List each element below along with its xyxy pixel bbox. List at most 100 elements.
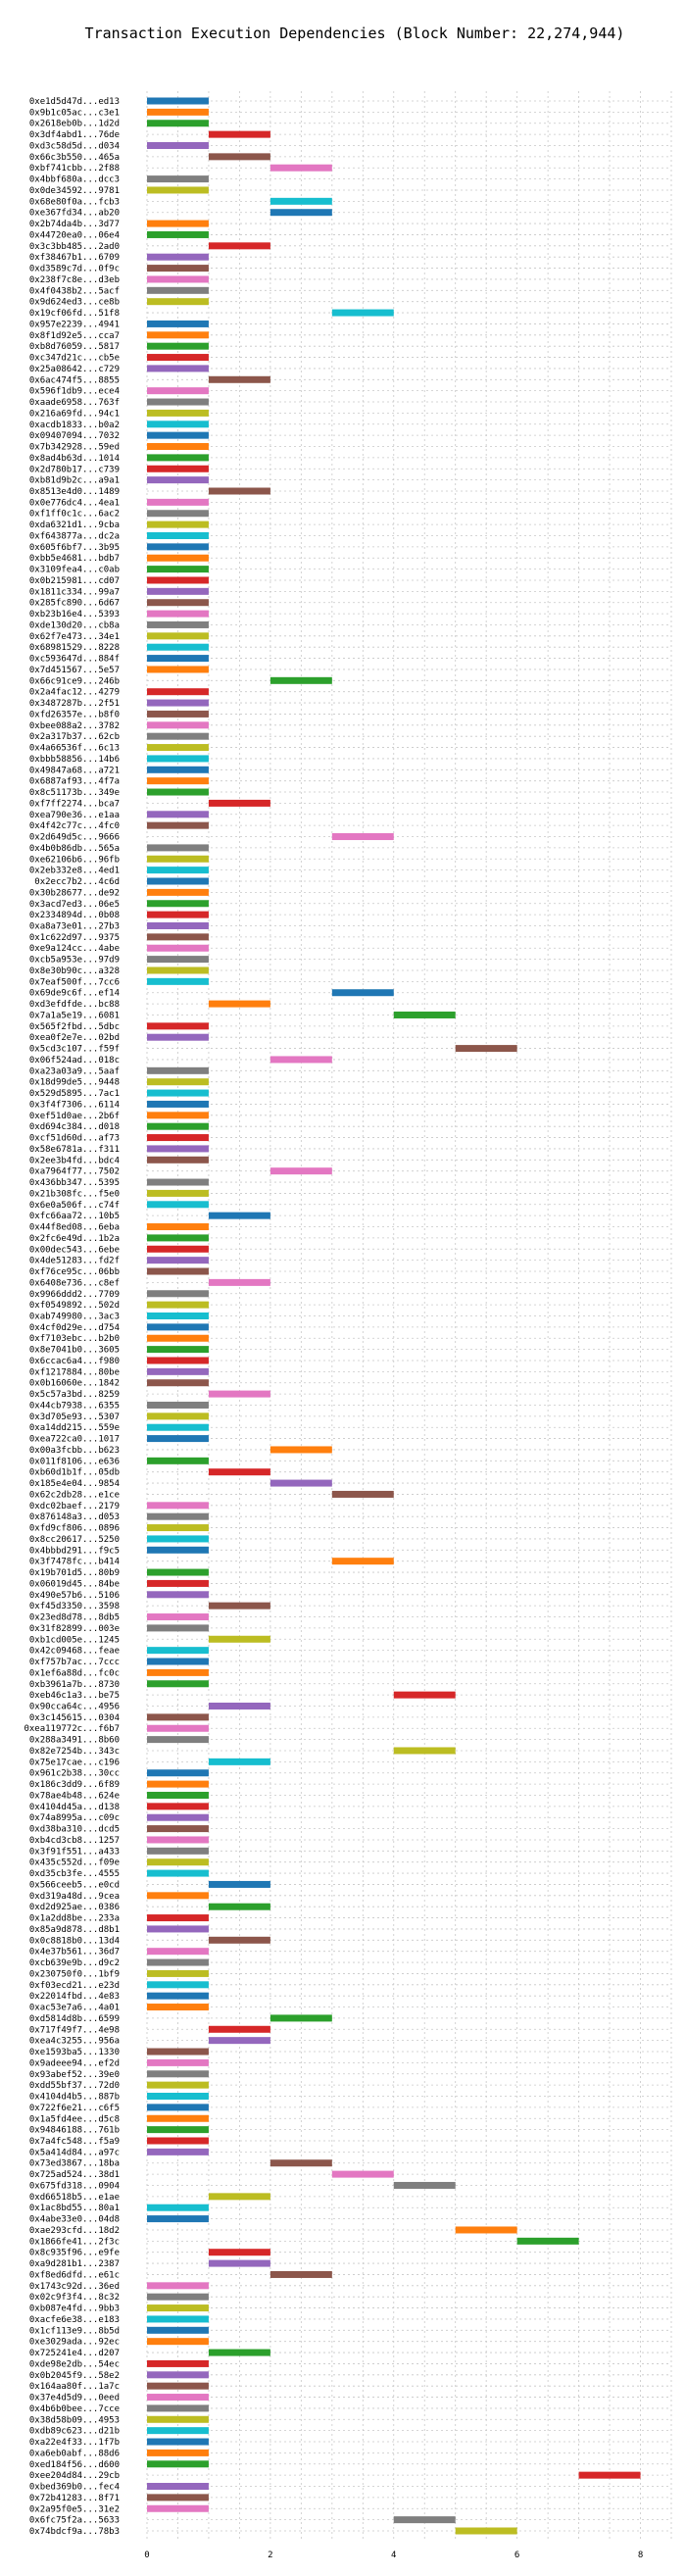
transaction-bar <box>147 1624 209 1632</box>
transaction-bar <box>147 688 209 696</box>
transaction-label: 0xf757b7ac...7ccc <box>29 1658 120 1667</box>
transaction-label: 0x6fc75f2a...5633 <box>29 2516 120 2526</box>
transaction-bar <box>147 510 209 518</box>
transaction-label: 0x725241e4...d207 <box>29 2349 120 2358</box>
transaction-label: 0xd3efdfde...bc88 <box>29 1000 120 1010</box>
transaction-bar <box>147 97 209 105</box>
transaction-label: 0xd2d925ae...0386 <box>29 1903 120 1912</box>
transaction-label: 0x58e6781a...f311 <box>29 1145 120 1155</box>
transaction-label: 0x2a317b37...62cb <box>29 732 120 742</box>
transaction-label: 0x69de9c6f...ef14 <box>29 989 120 999</box>
transaction-bar <box>147 531 209 539</box>
transaction-bar <box>147 1245 209 1253</box>
transaction-label: 0x4bbf680a...dcc3 <box>29 175 120 185</box>
transaction-bar <box>455 2527 517 2535</box>
transaction-bar <box>147 1334 209 1342</box>
transaction-bar <box>147 186 209 194</box>
transaction-bar <box>147 1301 209 1309</box>
transaction-label: 0x9966ddd2...7709 <box>29 1290 120 1300</box>
transaction-label: 0x8e7041b0...3605 <box>29 1346 120 1356</box>
transaction-bar <box>270 2159 332 2167</box>
transaction-label: 0xbee088a2...3782 <box>29 721 120 731</box>
transaction-bar <box>147 1992 209 2000</box>
transaction-bar <box>147 699 209 707</box>
transaction-bar <box>208 2193 270 2201</box>
transaction-bar <box>208 1212 270 1219</box>
transaction-bar <box>147 1401 209 1409</box>
transaction-label: 0x00dec543...6ebe <box>29 1245 120 1255</box>
transaction-label: 0xb087e4fd...9bb3 <box>29 2304 120 2314</box>
transaction-label: 0xe1593ba5...1330 <box>29 2048 120 2057</box>
transaction-bar <box>147 2427 209 2435</box>
transaction-bar <box>208 1880 270 1888</box>
transaction-bar <box>147 1568 209 1576</box>
transaction-bar <box>147 2137 209 2145</box>
transaction-label: 0x31f82899...003e <box>29 1624 120 1634</box>
transaction-label: 0x2a4fac12...4279 <box>29 688 120 698</box>
transaction-bar <box>147 844 209 852</box>
transaction-bar <box>147 1613 209 1621</box>
transaction-label: 0x90cca64c...4956 <box>29 1703 120 1712</box>
transaction-bar <box>147 766 209 773</box>
transaction-bar <box>147 811 209 818</box>
transaction-label: 0xef51d0ae...2b6f <box>29 1112 120 1121</box>
transaction-bar <box>147 298 209 306</box>
transaction-label: 0x68e80f0a...fcb3 <box>29 197 120 207</box>
transaction-label: 0xe367fd34...ab20 <box>29 209 120 219</box>
transaction-bar <box>147 2371 209 2379</box>
transaction-bar <box>208 1936 270 1944</box>
transaction-label: 0x19b701d5...80b9 <box>29 1568 120 1578</box>
transaction-bar <box>208 2025 270 2033</box>
transaction-label: 0xd3589c7d...0f9c <box>29 265 120 274</box>
transaction-bar <box>147 1579 209 1587</box>
transaction-bar <box>147 1892 209 1900</box>
transaction-label: 0x21b308fc...f5e0 <box>29 1189 120 1199</box>
transaction-label: 0xd3c58d5d...d034 <box>29 141 120 151</box>
transaction-label: 0xea4c3255...956a <box>29 2037 120 2047</box>
transaction-bar <box>147 2483 209 2491</box>
transaction-label: 0xe1d5d47d...ed13 <box>29 97 120 107</box>
transaction-bar <box>393 2181 456 2189</box>
transaction-label: 0x3109fea4...c0ab <box>29 566 120 575</box>
transaction-label: 0xdd55bf37...72d0 <box>29 2081 120 2091</box>
transaction-bar <box>147 2382 209 2390</box>
transaction-label: 0xbed369b0...fec4 <box>29 2483 120 2493</box>
transaction-bar <box>147 421 209 428</box>
transaction-bar <box>147 554 209 562</box>
transaction-bar <box>147 1969 209 1977</box>
transaction-label: 0x3f91f551...a433 <box>29 1847 120 1857</box>
transaction-bar <box>147 120 209 127</box>
transaction-label: 0x0b16060e...1842 <box>29 1379 120 1389</box>
transaction-label: 0xb81d9b2c...a9a1 <box>29 476 120 486</box>
transaction-bar <box>270 1056 332 1064</box>
transaction-label: 0x6e0a506f...c74f <box>29 1201 120 1211</box>
transaction-bar <box>147 2359 209 2367</box>
bar-layer <box>147 97 641 2535</box>
transaction-bar <box>147 2081 209 2089</box>
transaction-bar <box>147 1234 209 1242</box>
transaction-label: 0xf643877a...dc2a <box>29 531 120 541</box>
transaction-bar <box>208 130 270 138</box>
transaction-label: 0x3c3bb485...2ad0 <box>29 242 120 252</box>
transaction-label: 0x94846188...761b <box>29 2126 120 2136</box>
transaction-bar <box>147 2338 209 2346</box>
transaction-label: 0x2b74da4b...3d77 <box>29 220 120 229</box>
transaction-bar <box>147 2126 209 2134</box>
transaction-label: 0x436bb347...5395 <box>29 1178 120 1188</box>
transaction-bar <box>147 286 209 294</box>
transaction-label: 0xf03ecd21...e23d <box>29 1981 120 1991</box>
transaction-label: 0x2ecc7b2...4c6d <box>34 877 120 887</box>
transaction-label: 0xeb46c1a3...be75 <box>29 1691 120 1701</box>
transaction-label: 0x4b6b0bee...7cce <box>29 2404 120 2414</box>
transaction-label: 0xaade6958...763f <box>29 398 120 408</box>
transaction-label: 0x238f7c8e...d3eb <box>29 275 120 285</box>
transaction-label: 0xd694c384...d018 <box>29 1122 120 1132</box>
transaction-label: 0x186c3dd9...6f89 <box>29 1780 120 1790</box>
transaction-label: 0x4104d4b5...887b <box>29 2093 120 2103</box>
transaction-label: 0x3df4abd1...76de <box>29 130 120 140</box>
transaction-bar <box>147 1367 209 1375</box>
transaction-bar <box>147 1257 209 1264</box>
transaction-label: 0x957e2239...4941 <box>29 320 120 329</box>
transaction-bar <box>147 1791 209 1799</box>
transaction-bar <box>331 1490 394 1498</box>
